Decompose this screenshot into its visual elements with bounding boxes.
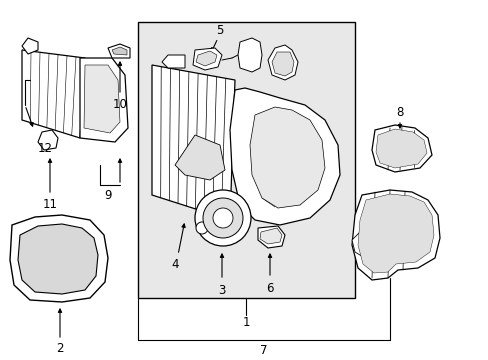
Polygon shape (271, 52, 293, 76)
Polygon shape (249, 107, 325, 208)
Polygon shape (351, 190, 439, 280)
Text: 1: 1 (242, 316, 249, 329)
Text: 2: 2 (56, 342, 63, 355)
Polygon shape (260, 228, 282, 244)
Circle shape (196, 222, 207, 234)
Polygon shape (351, 230, 369, 258)
Polygon shape (375, 129, 426, 168)
Polygon shape (175, 135, 224, 180)
Text: 9: 9 (104, 189, 112, 202)
Text: 11: 11 (42, 198, 58, 211)
Polygon shape (10, 215, 108, 302)
Polygon shape (229, 88, 339, 225)
Polygon shape (162, 55, 184, 68)
Text: 12: 12 (38, 141, 52, 154)
Polygon shape (371, 125, 431, 172)
Polygon shape (108, 44, 130, 58)
Polygon shape (84, 65, 120, 133)
Polygon shape (38, 130, 58, 150)
Text: 8: 8 (395, 105, 403, 118)
Polygon shape (112, 47, 127, 55)
Polygon shape (267, 45, 297, 80)
Polygon shape (357, 194, 433, 273)
Polygon shape (258, 226, 285, 248)
Circle shape (195, 190, 250, 246)
Text: 4: 4 (171, 258, 179, 271)
Text: 3: 3 (218, 284, 225, 297)
Polygon shape (80, 58, 128, 142)
Polygon shape (193, 48, 222, 70)
Bar (138, 22, 354, 298)
Polygon shape (196, 51, 217, 66)
Circle shape (203, 198, 243, 238)
Text: 5: 5 (216, 23, 223, 36)
Text: 7: 7 (260, 343, 267, 356)
Polygon shape (152, 65, 235, 220)
Text: 6: 6 (265, 282, 273, 294)
Polygon shape (18, 224, 98, 294)
Polygon shape (22, 50, 85, 138)
Polygon shape (238, 38, 262, 72)
Polygon shape (22, 38, 38, 54)
Text: 10: 10 (112, 98, 127, 111)
Circle shape (213, 208, 232, 228)
